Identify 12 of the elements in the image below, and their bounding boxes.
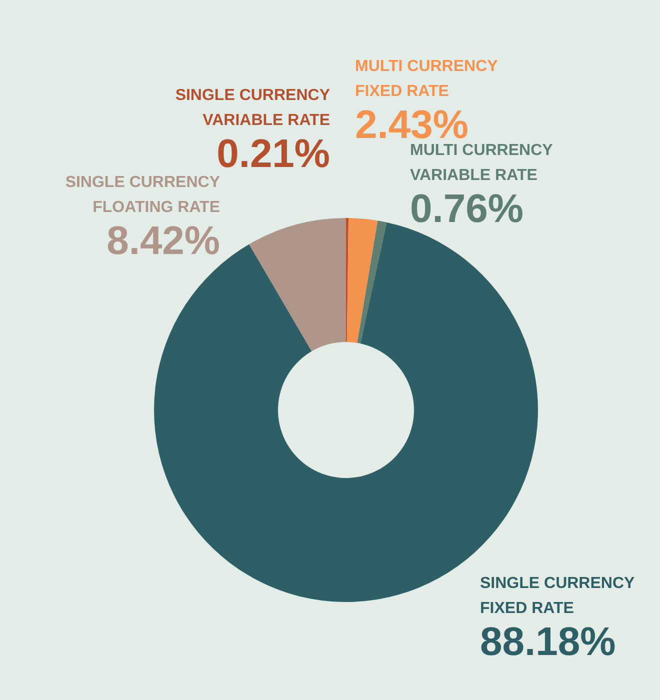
- slice-label: MULTI CURRENCY FIXED RATE: [355, 58, 498, 100]
- donut-slice: [346, 218, 349, 342]
- donut-slice: [357, 220, 387, 344]
- data-label: 0.76%: [410, 187, 524, 231]
- donut-slice: [249, 218, 346, 352]
- slice-label: SINGLE CURRENCY VARIABLE RATE: [175, 87, 330, 129]
- data-label: 88.18%: [480, 620, 616, 664]
- slice-label: SINGLE CURRENCY FLOATING RATE: [65, 174, 220, 216]
- data-label: 0.21%: [216, 132, 330, 176]
- donut-slice: [346, 218, 378, 343]
- data-label: 8.42%: [106, 219, 220, 263]
- slice-label: SINGLE CURRENCY FIXED RATE: [480, 575, 636, 617]
